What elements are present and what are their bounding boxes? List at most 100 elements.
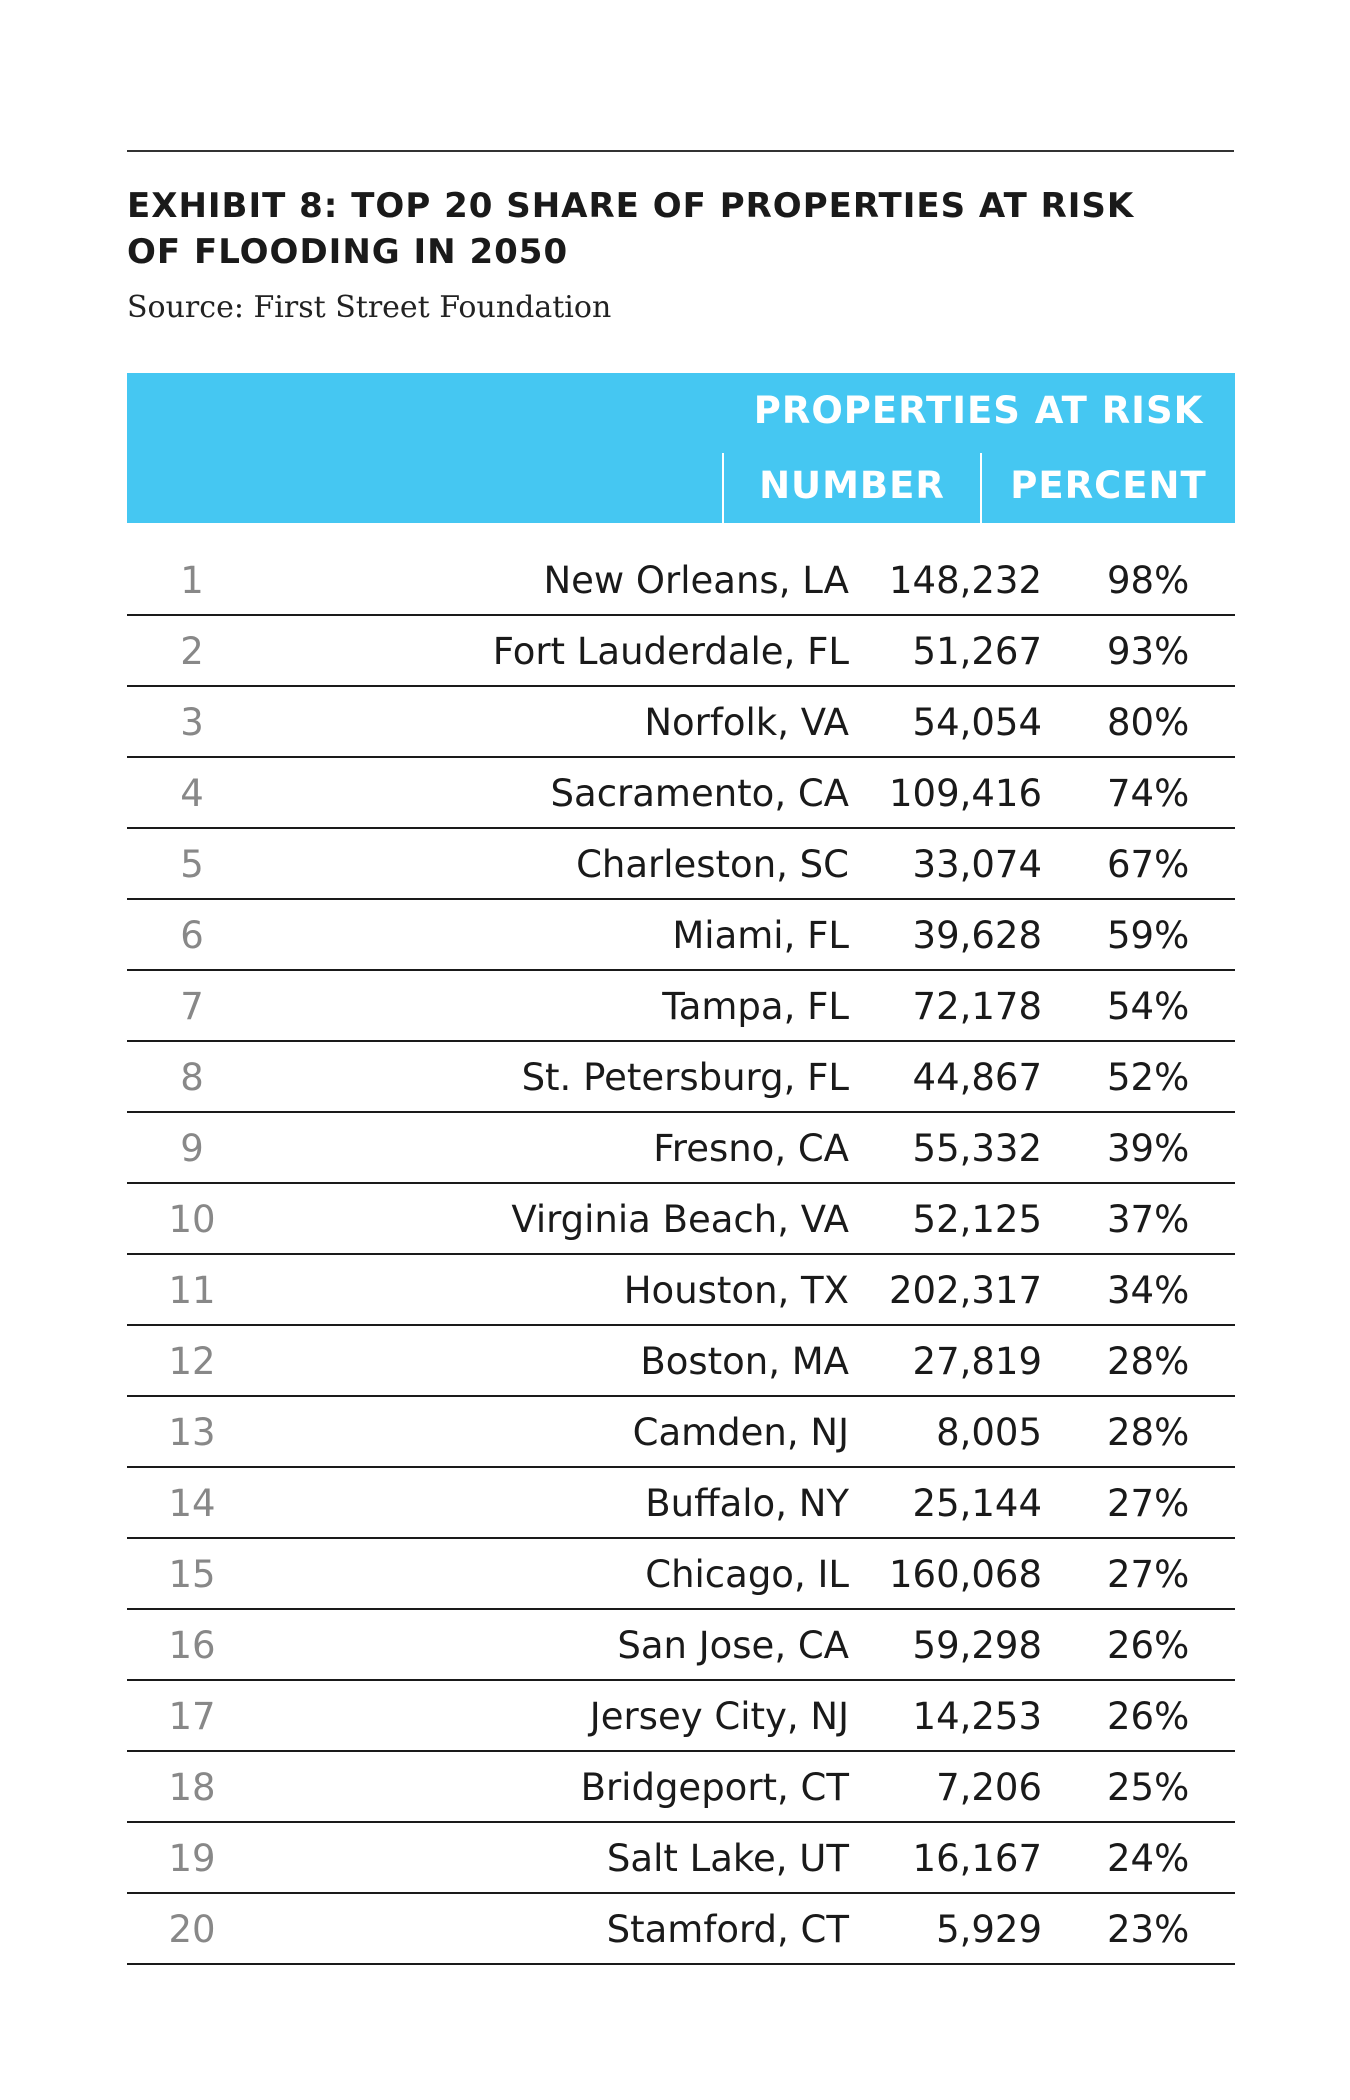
- percent-cell: 98%: [1107, 559, 1190, 602]
- city-cell: Miami, FL: [672, 914, 849, 957]
- table-row: 9 Fresno, CA 55,332 39%: [127, 1113, 1235, 1184]
- city-cell: Fresno, CA: [653, 1127, 849, 1170]
- number-cell: 59,298: [912, 1624, 1042, 1667]
- number-cell: 33,074: [912, 843, 1042, 886]
- table-header: PROPERTIES AT RISK NUMBER PERCENT: [127, 373, 1235, 523]
- number-cell: 109,416: [888, 772, 1042, 815]
- rank-cell: 14: [168, 1482, 216, 1525]
- table-row: 3 Norfolk, VA 54,054 80%: [127, 687, 1235, 758]
- percent-cell: 54%: [1107, 985, 1190, 1028]
- number-cell: 16,167: [912, 1837, 1042, 1880]
- rank-cell: 20: [168, 1908, 216, 1951]
- rank-cell: 3: [180, 701, 204, 744]
- percent-cell: 67%: [1107, 843, 1190, 886]
- city-cell: Boston, MA: [640, 1340, 849, 1383]
- table-row: 6 Miami, FL 39,628 59%: [127, 900, 1235, 971]
- table-row: 10 Virginia Beach, VA 52,125 37%: [127, 1184, 1235, 1255]
- table-row: 14 Buffalo, NY 25,144 27%: [127, 1468, 1235, 1539]
- rank-cell: 15: [168, 1553, 216, 1596]
- rank-cell: 5: [180, 843, 204, 886]
- city-cell: Tampa, FL: [662, 985, 849, 1028]
- city-cell: Norfolk, VA: [644, 701, 849, 744]
- city-cell: New Orleans, LA: [543, 559, 849, 602]
- number-cell: 54,054: [912, 701, 1042, 744]
- rank-cell: 6: [180, 914, 204, 957]
- city-cell: St. Petersburg, FL: [521, 1056, 849, 1099]
- percent-cell: 80%: [1107, 701, 1190, 744]
- exhibit-title: EXHIBIT 8: TOP 20 SHARE OF PROPERTIES AT…: [127, 183, 1234, 275]
- percent-cell: 28%: [1107, 1340, 1190, 1383]
- rank-cell: 1: [180, 559, 204, 602]
- exhibit-title-line1: EXHIBIT 8: TOP 20 SHARE OF PROPERTIES AT…: [127, 186, 1135, 226]
- number-cell: 7,206: [936, 1766, 1042, 1809]
- rank-cell: 13: [168, 1411, 216, 1454]
- column-header-percent: PERCENT: [1010, 464, 1207, 507]
- percent-cell: 39%: [1107, 1127, 1190, 1170]
- city-cell: Charleston, SC: [576, 843, 849, 886]
- table-row: 11 Houston, TX 202,317 34%: [127, 1255, 1235, 1326]
- percent-cell: 52%: [1107, 1056, 1190, 1099]
- rank-cell: 4: [180, 772, 204, 815]
- table-row: 4 Sacramento, CA 109,416 74%: [127, 758, 1235, 829]
- table-row: 5 Charleston, SC 33,074 67%: [127, 829, 1235, 900]
- exhibit-title-line2: OF FLOODING IN 2050: [127, 232, 569, 272]
- percent-cell: 23%: [1107, 1908, 1190, 1951]
- percent-cell: 26%: [1107, 1695, 1190, 1738]
- city-cell: Chicago, IL: [645, 1553, 849, 1596]
- rank-cell: 7: [180, 985, 204, 1028]
- percent-cell: 59%: [1107, 914, 1190, 957]
- header-divider-middle: [980, 453, 982, 523]
- rank-cell: 16: [168, 1624, 216, 1667]
- percent-cell: 37%: [1107, 1198, 1190, 1241]
- percent-cell: 25%: [1107, 1766, 1190, 1809]
- percent-cell: 27%: [1107, 1482, 1190, 1525]
- number-cell: 160,068: [888, 1553, 1042, 1596]
- rank-cell: 19: [168, 1837, 216, 1880]
- rank-cell: 17: [168, 1695, 216, 1738]
- source-note: Source: First Street Foundation: [127, 290, 612, 325]
- city-cell: Salt Lake, UT: [606, 1837, 849, 1880]
- table-row: 12 Boston, MA 27,819 28%: [127, 1326, 1235, 1397]
- table-row: 13 Camden, NJ 8,005 28%: [127, 1397, 1235, 1468]
- table-row: 2 Fort Lauderdale, FL 51,267 93%: [127, 616, 1235, 687]
- table-row: 1 New Orleans, LA 148,232 98%: [127, 545, 1235, 616]
- number-cell: 25,144: [912, 1482, 1042, 1525]
- number-cell: 14,253: [912, 1695, 1042, 1738]
- percent-cell: 26%: [1107, 1624, 1190, 1667]
- number-cell: 202,317: [888, 1269, 1042, 1312]
- city-cell: Houston, TX: [623, 1269, 849, 1312]
- top-rule: [127, 150, 1234, 152]
- percent-cell: 28%: [1107, 1411, 1190, 1454]
- group-header-properties-at-risk: PROPERTIES AT RISK: [753, 389, 1204, 432]
- city-cell: Virginia Beach, VA: [511, 1198, 849, 1241]
- number-cell: 51,267: [912, 630, 1042, 673]
- table-body: 1 New Orleans, LA 148,232 98% 2 Fort Lauderda…: [127, 545, 1235, 1965]
- city-cell: Bridgeport, CT: [580, 1766, 849, 1809]
- city-cell: Buffalo, NY: [645, 1482, 849, 1525]
- number-cell: 8,005: [936, 1411, 1042, 1454]
- table-row: 17 Jersey City, NJ 14,253 26%: [127, 1681, 1235, 1752]
- number-cell: 44,867: [912, 1056, 1042, 1099]
- city-cell: Fort Lauderdale, FL: [492, 630, 849, 673]
- table-row: 15 Chicago, IL 160,068 27%: [127, 1539, 1235, 1610]
- percent-cell: 74%: [1107, 772, 1190, 815]
- number-cell: 5,929: [936, 1908, 1042, 1951]
- percent-cell: 34%: [1107, 1269, 1190, 1312]
- column-header-number: NUMBER: [759, 464, 945, 507]
- city-cell: Sacramento, CA: [550, 772, 849, 815]
- rank-cell: 2: [180, 630, 204, 673]
- number-cell: 55,332: [912, 1127, 1042, 1170]
- number-cell: 27,819: [912, 1340, 1042, 1383]
- city-cell: Stamford, CT: [606, 1908, 849, 1951]
- city-cell: Camden, NJ: [632, 1411, 849, 1454]
- number-cell: 72,178: [912, 985, 1042, 1028]
- rank-cell: 12: [168, 1340, 216, 1383]
- table-row: 19 Salt Lake, UT 16,167 24%: [127, 1823, 1235, 1894]
- rank-cell: 8: [180, 1056, 204, 1099]
- table-row: 7 Tampa, FL 72,178 54%: [127, 971, 1235, 1042]
- rank-cell: 18: [168, 1766, 216, 1809]
- city-cell: Jersey City, NJ: [589, 1695, 849, 1738]
- header-divider-left: [722, 453, 724, 523]
- number-cell: 148,232: [888, 559, 1042, 602]
- percent-cell: 24%: [1107, 1837, 1190, 1880]
